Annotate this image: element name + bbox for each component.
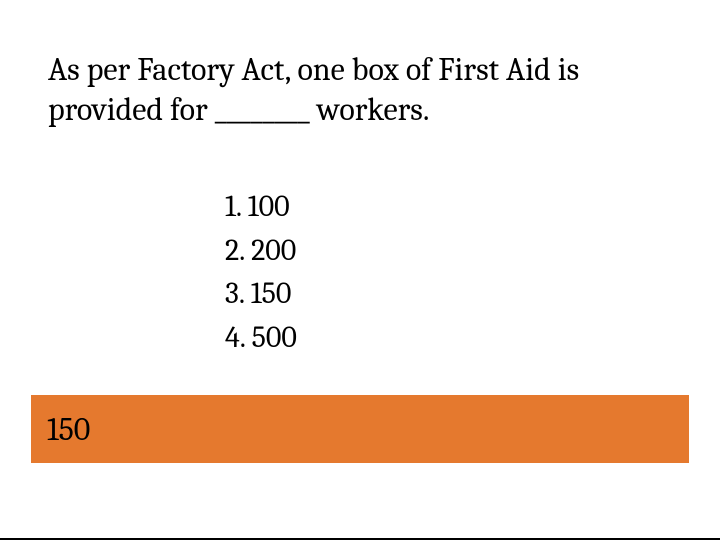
option-number: 2.: [225, 233, 244, 268]
option-number: 3.: [225, 276, 244, 311]
question-text: As per Factory Act, one box of First Aid…: [48, 50, 680, 130]
option-value: 500: [252, 320, 297, 355]
option-value: 200: [251, 233, 296, 268]
answer-bar: 150: [31, 395, 689, 463]
options-list: 1. 100 2. 200 3. 150 4. 500: [225, 185, 297, 359]
option-item: 2. 200: [225, 229, 297, 273]
option-number: 4.: [225, 320, 245, 355]
option-item: 4. 500: [225, 316, 297, 360]
option-value: 100: [248, 189, 290, 224]
option-value: 150: [251, 276, 292, 311]
answer-text: 150: [47, 411, 90, 448]
option-item: 3. 150: [225, 272, 297, 316]
option-item: 1. 100: [225, 185, 297, 229]
option-number: 1.: [225, 189, 241, 224]
